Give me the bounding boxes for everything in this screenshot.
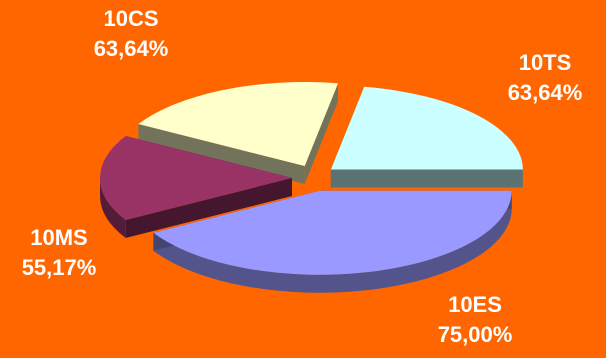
pie-slice-10cs [138,82,339,185]
pie-slice-10cs-edge-start [138,124,305,185]
pie-slice-10ms-top [99,136,292,220]
pie-slice-10es-side [153,190,512,293]
label-10ms-name: 10MS [30,225,88,250]
label-10ts: 10TS 63,64% [490,48,600,108]
label-10ts-name: 10TS [518,50,572,75]
label-10cs-value: 63,64% [93,36,169,61]
pie-slice-10ms-edge-start [125,178,293,238]
pie-slice-10ms-side [100,178,126,238]
label-10cs-name: 10CS [103,6,159,31]
label-10es-name: 10ES [448,292,502,317]
pie-slice-10ts [330,86,523,188]
pie-slice-10es [153,190,512,293]
pie-slice-10ts-edge-end [330,169,523,188]
pie-slice-10es-top [153,190,512,275]
label-10ts-value: 63,64% [507,80,583,105]
label-10cs: 10CS 63,64% [76,4,186,64]
pie-slice-10ms [99,136,293,238]
label-10es-value: 75,00% [437,322,513,347]
pie-slice-10cs-edge-end [304,83,339,185]
label-10ms-value: 55,17% [21,255,97,280]
label-10ms: 10MS 55,17% [4,223,114,283]
pie-slice-10ts-top [330,86,523,170]
pie-slice-10cs-top [138,82,339,167]
label-10es: 10ES 75,00% [420,290,530,350]
